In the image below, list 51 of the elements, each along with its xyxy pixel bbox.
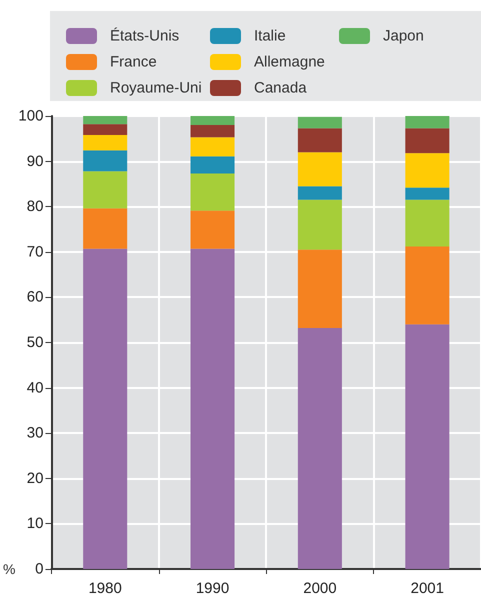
y-tick-label: 100 [18, 108, 44, 124]
bar [298, 200, 342, 250]
bar [405, 153, 450, 188]
legend-label: États-Unis [110, 26, 180, 44]
y-tick-label: 80 [26, 198, 44, 216]
y-tick-label: 40 [26, 379, 44, 396]
legend-label: Royaume-Uni [110, 80, 202, 96]
bar [190, 116, 235, 126]
y-tick-label: 50 [26, 334, 44, 351]
legend-label: Italie [254, 28, 286, 44]
y-tick-label: 10 [26, 515, 44, 532]
bar [298, 186, 342, 200]
bar [405, 116, 450, 128]
bar [405, 188, 450, 200]
y-tick-label: 90 [26, 152, 44, 170]
bar [405, 128, 450, 154]
x-tick-label: 1980 [88, 580, 122, 597]
bar [83, 208, 128, 249]
bar [190, 210, 235, 249]
y-tick-label: 60 [26, 288, 44, 306]
bar [298, 328, 342, 569]
x-tick-label: 1990 [196, 580, 230, 597]
legend-label: Canada [254, 80, 308, 96]
y-tick-label: 20 [26, 470, 44, 487]
bar [83, 248, 128, 569]
bar [298, 250, 342, 328]
y-tick-label: 70 [26, 243, 44, 260]
y-tick-label: 30 [26, 424, 44, 442]
legend-label: Japon [383, 28, 424, 44]
x-tick-label: 2001 [410, 580, 444, 597]
legend-label: France [110, 54, 157, 70]
y-axis-title: % [2, 561, 16, 577]
bar [190, 156, 235, 174]
bar [190, 125, 235, 138]
legend-label: Allemagne [254, 54, 325, 70]
bar [190, 248, 235, 569]
bar [83, 135, 128, 150]
bar [83, 171, 128, 208]
bar [405, 200, 450, 246]
bar [405, 246, 450, 324]
bar [83, 124, 128, 136]
bar [190, 137, 235, 156]
bar [298, 152, 342, 186]
x-tick-label: 2000 [303, 580, 337, 597]
bar [190, 174, 235, 211]
bar [83, 150, 128, 172]
y-tick-label: 0 [35, 560, 44, 578]
bar [405, 324, 450, 569]
bar [298, 116, 342, 128]
bar [83, 116, 128, 124]
bar [298, 128, 342, 152]
